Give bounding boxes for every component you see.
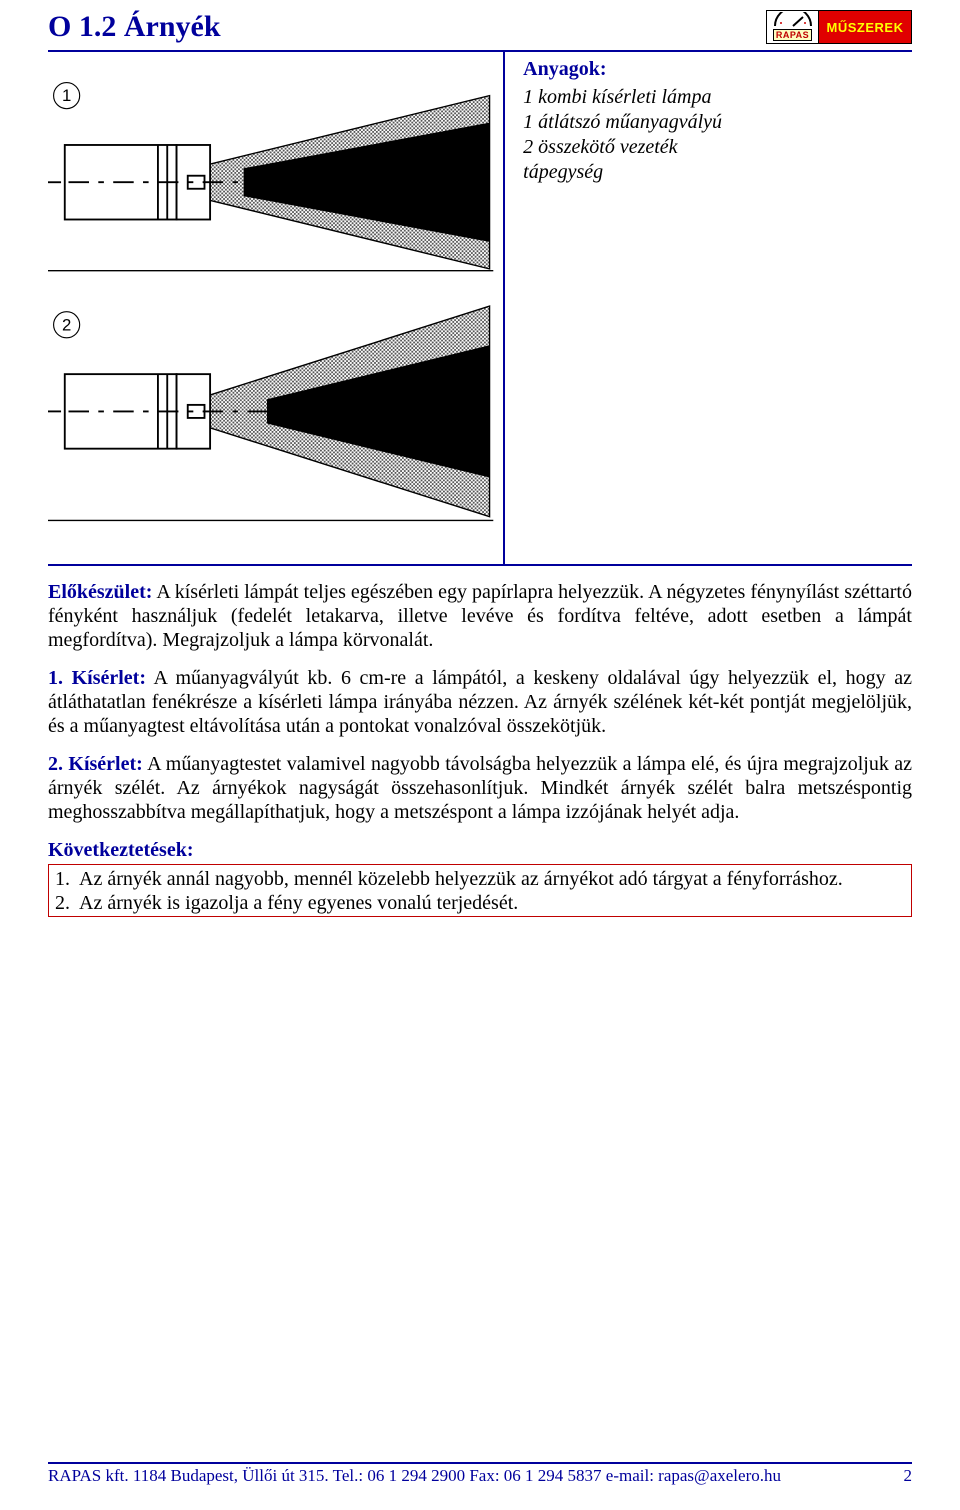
svg-text:2: 2 [62, 315, 71, 334]
shadow-diagram: 1 [48, 58, 495, 558]
experiment-2-paragraph: 2. Kísérlet: A műanyagtestet valamivel n… [48, 752, 912, 824]
page-title: O 1.2 Árnyék [48, 10, 221, 44]
materials-item: 1 átlátszó műanyagvályú [523, 110, 912, 135]
conclusion-row: 1. Az árnyék annál nagyobb, mennél közel… [55, 867, 905, 891]
materials-item: tápegység [523, 160, 912, 185]
conclusions-heading: Következtetések: [48, 838, 912, 862]
logo-left-text: RAPAS [773, 29, 812, 41]
conclusion-number: 2. [55, 891, 79, 915]
preparation-label: Előkészület: [48, 581, 152, 603]
preparation-text: A kísérleti lámpát teljes egészében egy … [48, 581, 912, 651]
experiment-2-label: 2. Kísérlet: [48, 753, 143, 775]
conclusion-number: 1. [55, 867, 79, 891]
conclusions-box: 1. Az árnyék annál nagyobb, mennél közel… [48, 864, 912, 917]
footer-contact: RAPAS kft. 1184 Budapest, Üllői út 315. … [48, 1466, 781, 1486]
svg-text:1: 1 [62, 86, 71, 105]
experiment-1-text: A műanyagvályút kb. 6 cm-re a lámpától, … [48, 667, 912, 737]
logo-gauge-icon: RAPAS [767, 11, 819, 43]
materials-item: 1 kombi kísérleti lámpa [523, 85, 912, 110]
footer-page-number: 2 [904, 1466, 913, 1486]
experiment-1-paragraph: 1. Kísérlet: A műanyagvályút kb. 6 cm-re… [48, 666, 912, 738]
conclusion-text: Az árnyék is igazolja a fény egyenes von… [79, 891, 518, 915]
conclusion-row: 2. Az árnyék is igazolja a fény egyenes … [55, 891, 905, 915]
conclusion-text: Az árnyék annál nagyobb, mennél közelebb… [79, 867, 843, 891]
preparation-paragraph: Előkészület: A kísérleti lámpát teljes e… [48, 580, 912, 652]
page-footer: RAPAS kft. 1184 Budapest, Üllői út 315. … [48, 1462, 912, 1486]
brand-logo: RAPAS MŰSZEREK [766, 10, 912, 44]
experiment-1-label: 1. Kísérlet: [48, 667, 146, 689]
materials-item: 2 összekötő vezeték [523, 135, 912, 160]
materials-list: 1 kombi kísérleti lámpa 1 átlátszó műany… [523, 85, 912, 185]
materials-heading: Anyagok: [523, 58, 912, 81]
logo-right-text: MŰSZEREK [819, 11, 911, 43]
experiment-2-text: A műanyagtestet valamivel nagyobb távols… [48, 753, 912, 823]
